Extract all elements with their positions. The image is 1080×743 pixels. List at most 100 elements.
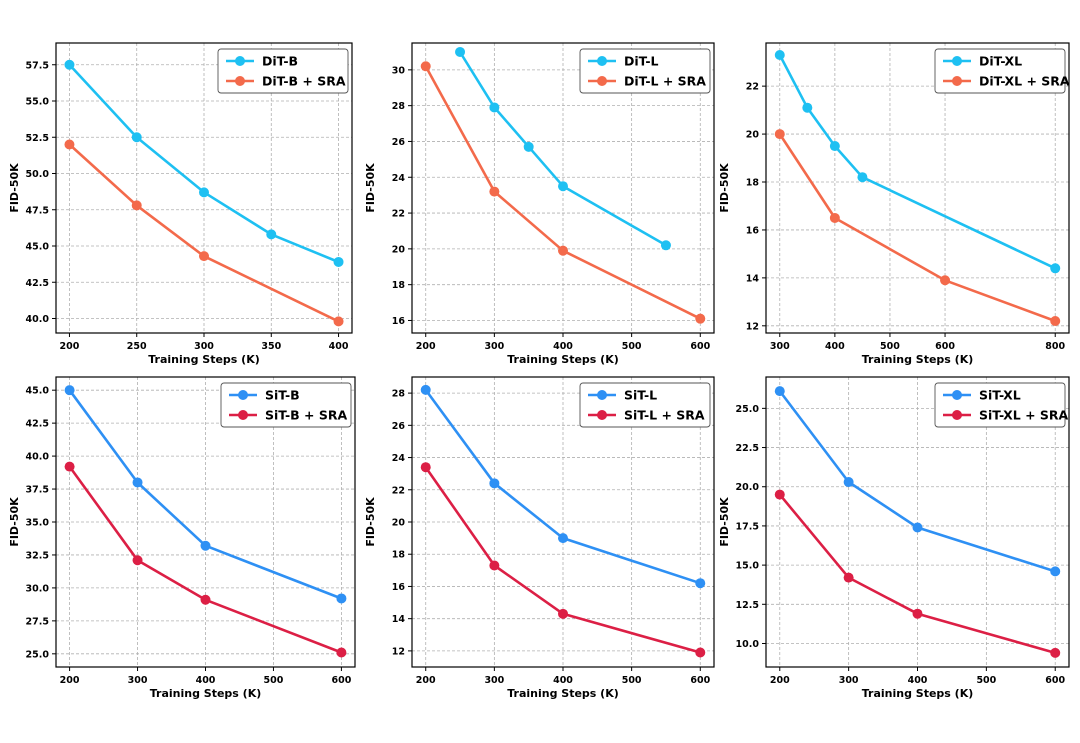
x-tick-label: 200 [416, 341, 436, 352]
legend-label: SiT-XL + SRA [979, 408, 1069, 423]
series-line-2 [778, 133, 1056, 323]
x-axis-label: Training Steps (K) [507, 353, 619, 366]
x-tick-label: 600 [690, 341, 710, 352]
y-tick-label: 42.5 [26, 278, 49, 289]
y-tick-label: 40.0 [26, 314, 50, 325]
y-tick-label: 28 [392, 101, 406, 112]
x-tick-label: 300 [128, 675, 148, 686]
x-tick-label: 250 [127, 341, 147, 352]
y-axis-label: FID-50K [8, 497, 21, 547]
data-point [455, 46, 466, 57]
data-point [774, 49, 785, 60]
y-tick-label: 42.5 [26, 419, 49, 430]
data-point [489, 478, 500, 489]
chart-panel-5: 200 300 400 500 600 12 14 16 18 20 22 24 26 28 Trainin… [364, 376, 715, 700]
y-tick-label: 35.0 [26, 518, 50, 529]
y-tick-label: 12 [392, 646, 405, 657]
data-point [64, 139, 75, 150]
x-tick-label: 500 [622, 341, 642, 352]
legend-swatch-marker [952, 56, 962, 66]
x-tick-label: 600 [331, 675, 351, 686]
plot-frame [411, 42, 715, 334]
series-line-2 [424, 466, 701, 654]
x-axis-label: Training Steps (K) [862, 687, 974, 700]
legend: DiT-B DiT-B + SRA [217, 48, 349, 94]
chart-panel-1: 200 250 300 350 400 40.0 42.5 45.0 47.5 50.0 52.5 5… [8, 42, 353, 366]
y-tick-label: 25.0 [736, 404, 760, 415]
data-point [695, 647, 706, 658]
x-tick-label: 800 [1045, 341, 1065, 352]
y-tick-label: 47.5 [26, 205, 49, 216]
y-tick-label: 17.5 [736, 521, 759, 532]
y-tick-label: 15.0 [736, 561, 760, 572]
data-point [912, 608, 923, 619]
data-point [131, 200, 142, 211]
data-point [558, 533, 568, 544]
y-axis-label: FID-50K [364, 497, 377, 547]
series-line-1 [68, 389, 342, 600]
x-axis-label: Training Steps (K) [507, 687, 619, 700]
data-point [940, 275, 951, 286]
y-tick-label: 26 [392, 137, 406, 148]
y-tick-label: 40.0 [26, 452, 50, 463]
y-tick-label: 30 [392, 65, 406, 76]
data-point [558, 181, 568, 192]
legend: SiT-B SiT-B + SRA [220, 382, 352, 428]
y-tick-label: 32.5 [26, 550, 49, 561]
y-tick-label: 18 [392, 550, 406, 561]
plot-frame [411, 376, 715, 668]
data-point [336, 647, 347, 658]
data-point [523, 141, 534, 152]
legend-label: DiT-B + SRA [262, 74, 346, 89]
plot-frame [55, 376, 356, 668]
data-point [829, 212, 840, 223]
legend-label: SiT-XL [979, 388, 1021, 403]
chart-panel-4: 200 300 400 500 600 25.0 27.5 30.0 32.5 35.0 37.5 4… [8, 376, 356, 700]
data-point [64, 461, 75, 472]
y-tick-label: 45.0 [26, 386, 50, 397]
legend-label: SiT-B [265, 388, 300, 403]
y-tick-label: 14 [392, 614, 406, 625]
legend-label: DiT-L [624, 54, 659, 69]
series-line-2 [778, 493, 1056, 655]
y-tick-label: 12 [746, 321, 759, 332]
data-point [695, 578, 706, 589]
y-tick-label: 22 [392, 209, 405, 220]
y-tick-label: 57.5 [26, 60, 49, 71]
data-point [774, 129, 785, 140]
data-point [829, 141, 840, 152]
chart-panel-6: 200 300 400 500 600 10.0 12.5 15.0 17.5 20.0 22.5 2… [718, 376, 1070, 700]
legend-swatch-marker [952, 410, 962, 420]
data-point [558, 608, 568, 619]
x-tick-label: 400 [825, 341, 845, 352]
x-tick-label: 600 [1045, 675, 1065, 686]
y-tick-label: 50.0 [26, 169, 50, 180]
y-tick-label: 16 [392, 582, 406, 593]
data-point [200, 594, 211, 605]
legend-swatch-marker [952, 390, 962, 400]
x-tick-label: 200 [416, 675, 436, 686]
data-point [843, 572, 854, 583]
y-tick-label: 45.0 [26, 242, 50, 253]
y-tick-label: 18 [746, 178, 760, 189]
x-axis-label: Training Steps (K) [862, 353, 974, 366]
data-point [333, 316, 344, 327]
legend-swatch-marker [235, 76, 245, 86]
y-axis-label: FID-50K [364, 163, 377, 213]
data-point [132, 477, 143, 488]
data-point [857, 172, 868, 183]
y-tick-label: 16 [746, 225, 760, 236]
x-tick-label: 600 [690, 675, 710, 686]
x-tick-label: 400 [329, 341, 349, 352]
y-tick-label: 18 [392, 280, 406, 291]
data-point [420, 462, 431, 473]
data-point [333, 256, 344, 267]
legend: SiT-L SiT-L + SRA [579, 382, 711, 428]
data-point [64, 59, 75, 70]
data-point [802, 102, 813, 113]
legend-swatch-marker [597, 76, 607, 86]
legend: SiT-XL SiT-XL + SRA [934, 382, 1069, 428]
series-line-1 [424, 389, 701, 585]
data-point [774, 386, 785, 397]
